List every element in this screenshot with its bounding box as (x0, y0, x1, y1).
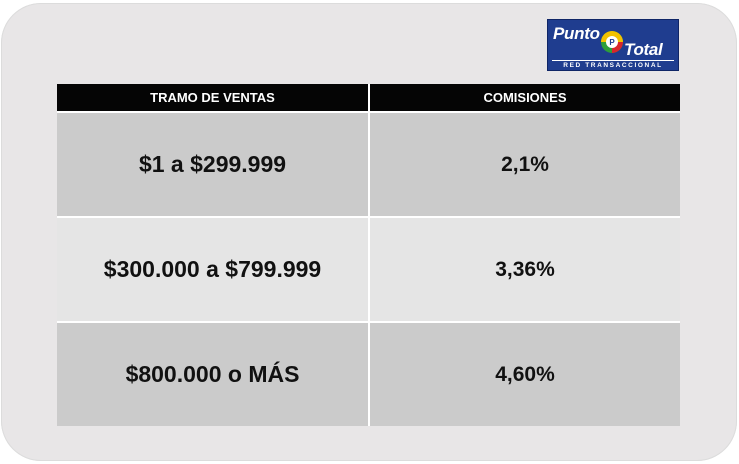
logo-subtitle: RED TRANSACCIONAL (552, 60, 674, 69)
comision-cell: 2,1% (369, 111, 680, 217)
punto-total-logo: Punto P Total RED TRANSACCIONAL (547, 19, 679, 71)
logo-word-punto: Punto (553, 24, 600, 43)
table-header-row: TRAMO DE VENTAS COMISIONES (57, 84, 680, 112)
logo-emblem-icon: P (601, 31, 623, 53)
logo-word-total: Total (624, 40, 663, 59)
comision-cell: 4,60% (369, 321, 680, 426)
comision-cell: 3,36% (369, 216, 680, 322)
header-tramo-de-ventas: TRAMO DE VENTAS (57, 84, 370, 112)
tramo-cell: $300.000 a $799.999 (57, 216, 370, 322)
tramo-cell: $800.000 o MÁS (57, 321, 370, 426)
table-row: $1 a $299.999 2,1% (57, 111, 680, 217)
commission-table: TRAMO DE VENTAS COMISIONES $1 a $299.999… (57, 84, 680, 426)
tramo-cell: $1 a $299.999 (57, 111, 370, 217)
header-comisiones: COMISIONES (369, 84, 680, 112)
table-row: $800.000 o MÁS 4,60% (57, 321, 680, 426)
svg-text:P: P (609, 38, 615, 47)
table-row: $300.000 a $799.999 3,36% (57, 216, 680, 322)
